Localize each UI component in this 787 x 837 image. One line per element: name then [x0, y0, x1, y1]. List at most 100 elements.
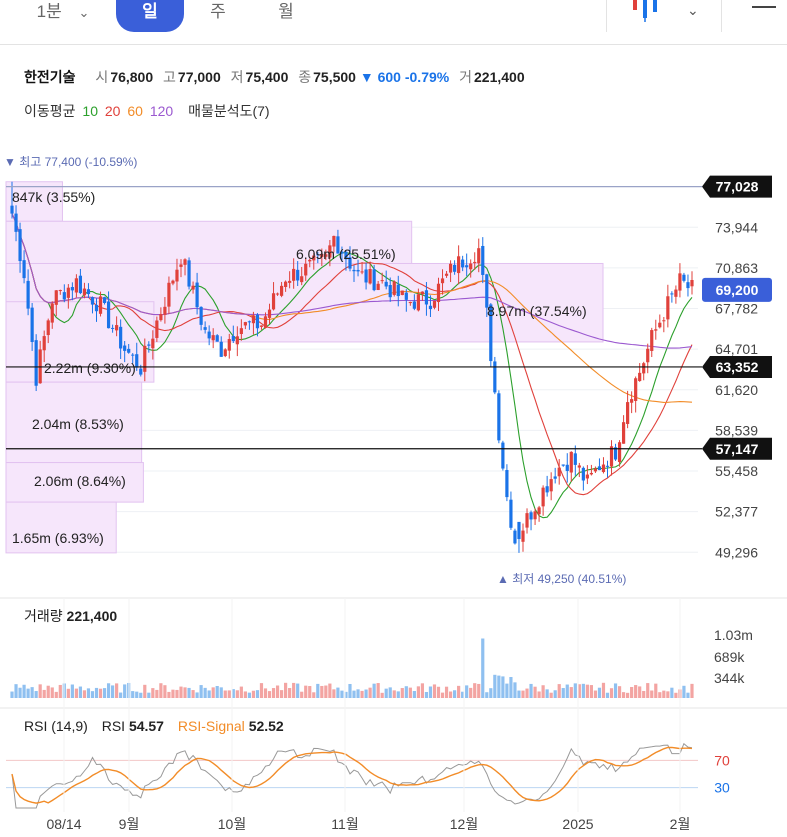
candle: [90, 296, 95, 314]
candle-body: [135, 354, 139, 368]
candle: [666, 284, 670, 328]
close-value: 75,500: [313, 69, 356, 85]
tab-month[interactable]: 월: [278, 2, 294, 21]
volume-bar: [658, 692, 662, 698]
volume-bar: [666, 691, 670, 698]
chart-style-button[interactable]: ⌄: [606, 0, 722, 32]
volume-bar: [529, 683, 533, 698]
x-tick-label: 2월: [670, 816, 691, 832]
candle: [247, 320, 251, 330]
candle: [557, 459, 561, 485]
y-tick-label: 49,296: [715, 544, 758, 560]
candle-body: [320, 253, 324, 258]
candle: [151, 330, 155, 360]
candle: [123, 340, 127, 363]
candle-body: [420, 291, 425, 295]
candle: [304, 258, 308, 281]
candle: [155, 316, 159, 342]
tab-week[interactable]: 주: [210, 2, 226, 21]
volume-bar: [78, 686, 83, 698]
candle-body: [267, 309, 272, 318]
timeframe-select[interactable]: 1분 ⌄: [28, 0, 98, 32]
candle-body: [352, 269, 356, 272]
volume-bar: [549, 692, 553, 698]
candle-body: [670, 293, 674, 295]
tab-day[interactable]: 일: [116, 0, 184, 32]
volume-bar: [428, 686, 433, 698]
ma-legend[interactable]: 이동평균 10 20 60 120 매물분석도(7): [24, 101, 273, 121]
candle-body: [30, 307, 34, 343]
volume-bar: [481, 638, 485, 698]
volume-bar: [171, 689, 175, 698]
volume-bar: [601, 682, 606, 698]
current-price-label: 69,200: [716, 282, 759, 298]
y-tick-label: 55,458: [715, 463, 758, 479]
y-tick-label: 52,377: [715, 504, 758, 520]
candle-body: [199, 306, 203, 325]
candle-body: [432, 300, 437, 308]
volume-bar: [489, 688, 493, 698]
candle: [251, 311, 256, 335]
candle: [444, 271, 449, 278]
volume-bar: [497, 675, 501, 698]
volume-bar: [62, 683, 66, 698]
candle: [296, 261, 300, 286]
rsi-params: RSI (14,9): [24, 718, 88, 734]
volume-bar: [255, 690, 260, 698]
candle: [199, 306, 203, 331]
candle-body: [465, 265, 469, 268]
candle: [300, 266, 304, 286]
ma-60-line: [11, 213, 693, 403]
open-label: 시: [95, 69, 109, 85]
candle-body: [163, 306, 167, 315]
volume-bar: [22, 684, 26, 698]
volume-bar: [296, 683, 300, 698]
candle: [179, 259, 183, 278]
volume-tick-label: 344k: [714, 670, 745, 686]
timeframe-select-label: 1분: [36, 2, 62, 21]
candle-body: [605, 465, 610, 467]
candle-body: [123, 345, 127, 351]
candle-body: [106, 301, 111, 329]
candle-body: [219, 341, 223, 357]
volume-bar: [119, 692, 123, 698]
volume-profile-label: 2.06m (8.64%): [34, 473, 126, 489]
volume-bar: [453, 690, 457, 698]
candle: [505, 464, 509, 502]
volume-profile-bar: [5, 220, 413, 303]
candle-body: [58, 290, 62, 292]
candle-body: [569, 451, 573, 473]
candle-body: [284, 281, 288, 287]
candle-body: [444, 273, 449, 276]
price-line-label: 77,028: [716, 179, 759, 195]
volume-bar: [352, 690, 356, 698]
volume-bar: [465, 685, 469, 698]
candle: [473, 252, 477, 270]
volume-bar: [674, 692, 678, 698]
candle: [513, 528, 517, 545]
volume-profile-label: 6.09m (25.51%): [296, 246, 396, 262]
x-tick-label: 11월: [331, 816, 358, 832]
volume-bar: [613, 683, 618, 698]
volume-bar: [609, 688, 614, 698]
volume-bar: [147, 692, 151, 698]
volume-bar: [227, 690, 231, 698]
candle-body: [448, 263, 453, 273]
volume-bar: [356, 689, 360, 698]
volume-bar: [308, 686, 312, 698]
volume-bar: [682, 685, 686, 698]
candle-body: [473, 261, 477, 264]
candle: [231, 325, 235, 343]
candle: [292, 258, 296, 289]
candle: [630, 391, 634, 414]
volume-bar: [34, 691, 38, 698]
candle: [324, 249, 328, 261]
candle-body: [666, 296, 670, 320]
volume-bar: [509, 677, 513, 698]
candle-body: [626, 402, 630, 424]
candle-body: [223, 349, 227, 357]
candle: [203, 321, 207, 334]
volume-bar: [485, 692, 489, 698]
menu-button[interactable]: [752, 6, 776, 20]
